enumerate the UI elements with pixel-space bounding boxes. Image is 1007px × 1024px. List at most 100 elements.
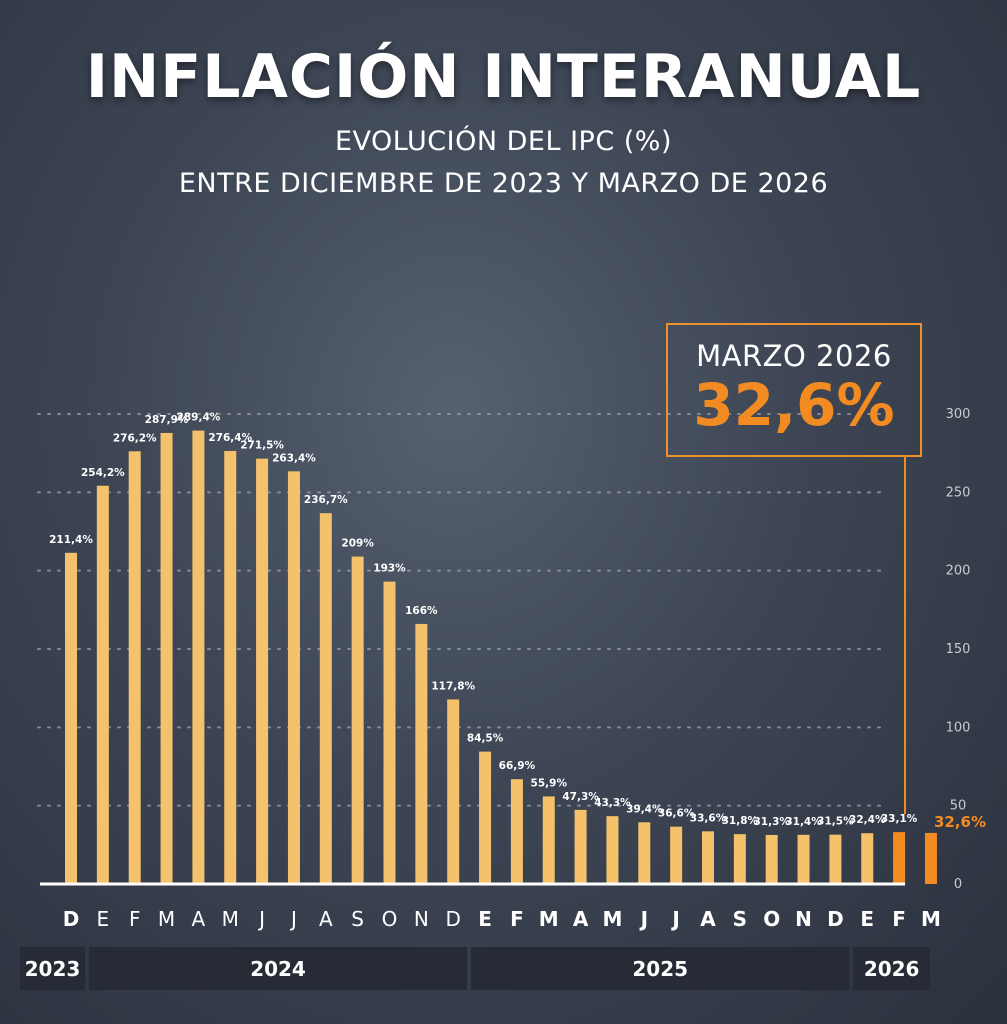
bar	[510, 779, 523, 884]
highlight-value: 32,6%	[693, 371, 895, 439]
x-tick-label: J	[670, 907, 679, 931]
x-tick-label: F	[510, 907, 524, 931]
x-tick-label: M	[158, 907, 175, 931]
bar	[351, 556, 364, 884]
data-label: 276,4%	[208, 432, 252, 444]
year-label: 2025	[632, 957, 688, 981]
bar	[383, 581, 396, 884]
bar	[128, 451, 141, 884]
data-label: 271,5%	[240, 440, 284, 452]
y-tick-label: 0	[954, 877, 962, 892]
grid-lines	[37, 413, 881, 807]
year-label: 2023	[25, 957, 81, 981]
data-label: 287,9%	[145, 414, 189, 426]
bar	[924, 832, 937, 884]
data-label: 47,3%	[562, 791, 599, 803]
x-tick-label: E	[860, 907, 874, 931]
bar	[287, 471, 300, 884]
x-tick-label: N	[414, 907, 429, 931]
bar	[606, 816, 619, 884]
data-label: 32,4%	[849, 814, 886, 826]
data-label: 254,2%	[81, 467, 125, 479]
data-label: 33,1%	[881, 813, 918, 825]
year-bands: 2023 2024 2025 2026	[20, 947, 930, 990]
y-tick-label: 50	[950, 799, 967, 814]
data-label: 31,8%	[722, 815, 759, 827]
data-label: 32,6%	[934, 813, 986, 831]
bar	[256, 458, 269, 884]
data-label: 236,7%	[304, 494, 348, 506]
data-label: 289,4%	[177, 412, 221, 424]
bar	[574, 809, 587, 884]
chart-subtitle-line2: ENTRE DICIEMBRE DE 2023 Y MARZO DE 2026	[178, 168, 829, 199]
x-tick-label: S	[351, 907, 364, 931]
bar	[702, 831, 714, 884]
year-band	[88, 947, 468, 990]
x-tick-label: M	[539, 907, 559, 931]
bar	[733, 834, 746, 884]
bar	[319, 513, 332, 884]
x-tick-label: F	[129, 907, 141, 931]
y-axis-ticks: 0 50 100 150 200 250 300	[946, 407, 971, 892]
x-tick-label: J	[257, 907, 265, 931]
x-tick-label: D	[827, 907, 844, 931]
bar	[415, 623, 428, 884]
bar	[670, 826, 683, 884]
x-tick-label: E	[478, 907, 492, 931]
bar	[893, 832, 906, 884]
x-tick-label: O	[763, 907, 780, 931]
x-tick-label: A	[192, 907, 206, 931]
chart-title: INFLACIÓN INTERANUAL	[85, 42, 922, 112]
bar	[638, 822, 651, 884]
x-tick-label: N	[795, 907, 812, 931]
x-tick-label: M	[602, 907, 622, 931]
data-label: 31,4%	[785, 816, 822, 828]
year-label: 2026	[864, 957, 920, 981]
data-label: 209%	[341, 538, 374, 550]
bar	[479, 751, 492, 884]
year-label: 2024	[250, 957, 306, 981]
data-label: 36,6%	[658, 808, 695, 820]
year-band	[20, 947, 85, 990]
year-band	[471, 947, 850, 990]
data-label: 55,9%	[531, 777, 568, 789]
x-tick-label: J	[289, 907, 297, 931]
bar	[96, 485, 109, 884]
y-tick-label: 200	[946, 564, 971, 579]
x-tick-label: E	[97, 907, 110, 931]
data-label: 211,4%	[49, 534, 93, 546]
bar	[829, 834, 842, 884]
data-labels: 211,4% 254,2% 276,2% 287,9%289,4% 276,4%271,…	[49, 412, 986, 831]
x-tick-label: A	[700, 907, 716, 931]
bars	[65, 430, 937, 884]
chart-subtitle-line1: EVOLUCIÓN DEL IPC (%)	[335, 126, 672, 157]
data-label: 84,5%	[467, 733, 504, 745]
x-tick-label: D	[63, 907, 80, 931]
data-label: 31,5%	[817, 816, 854, 828]
bar	[224, 450, 237, 884]
year-band	[853, 947, 930, 990]
x-tick-label: M	[222, 907, 239, 931]
x-tick-label: A	[573, 907, 589, 931]
data-label: 39,4%	[626, 803, 663, 815]
bar	[797, 834, 810, 884]
data-label: 193%	[373, 563, 406, 575]
data-label: 276,2%	[113, 432, 157, 444]
x-tick-label: S	[733, 907, 747, 931]
data-label: 166%	[405, 605, 438, 617]
bar	[765, 834, 778, 884]
y-tick-label: 150	[946, 642, 971, 657]
y-tick-label: 300	[946, 407, 971, 422]
highlight-box: MARZO 2026 32,6%	[666, 323, 922, 457]
bar	[192, 430, 205, 884]
y-tick-label: 250	[946, 485, 971, 500]
x-tick-label: O	[382, 907, 398, 931]
data-label: 33,6%	[690, 812, 727, 824]
x-tick-label: A	[319, 907, 333, 931]
data-label: 263,4%	[272, 452, 316, 464]
x-tick-label: J	[639, 907, 648, 931]
highlight-label: MARZO 2026	[696, 339, 892, 373]
x-tick-label: D	[445, 907, 460, 931]
